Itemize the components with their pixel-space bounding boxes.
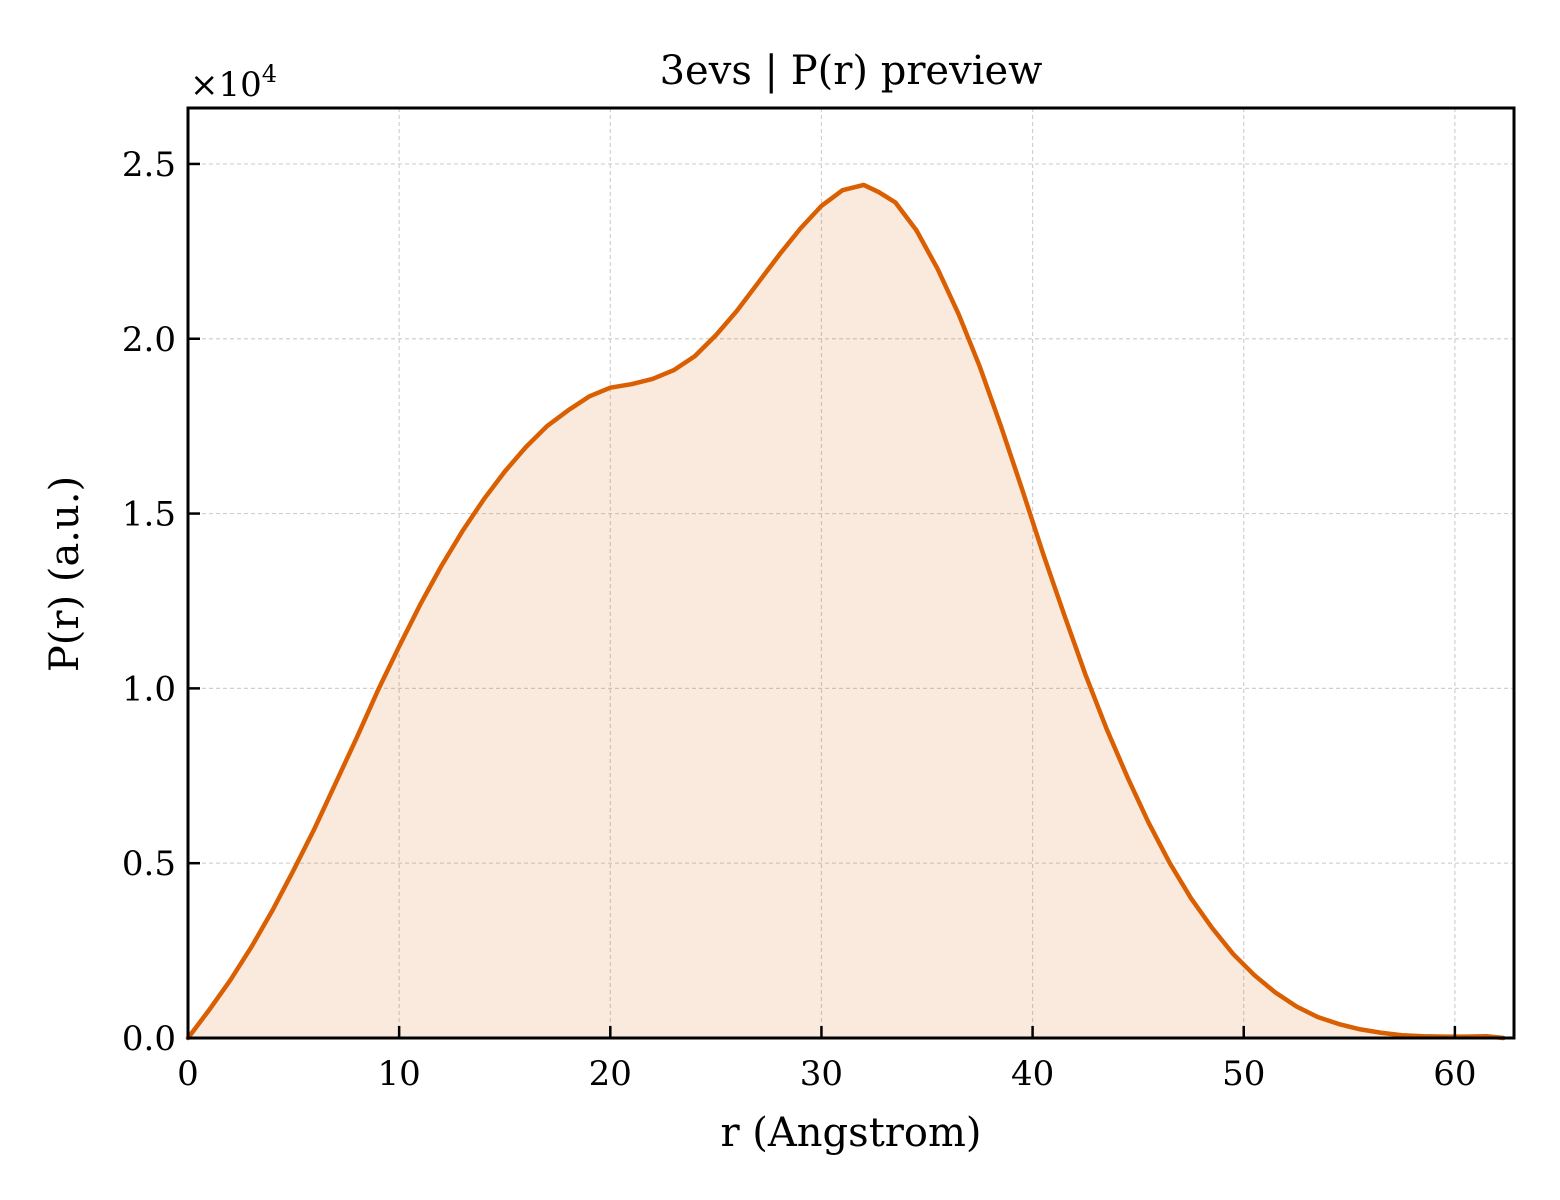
plot-frame xyxy=(186,106,1516,1040)
y-axis-label: P(r) (a.u.) xyxy=(42,476,88,672)
x-tick-label: 10 xyxy=(378,1054,421,1094)
y-tick-label: 0.0 xyxy=(122,1019,176,1059)
y-scale-exponent: 4 xyxy=(262,60,277,88)
x-tick-label: 30 xyxy=(800,1054,843,1094)
ticks: 0 10 20 30 40 50 60 0.0 0.5 1.0 1.5 2.0 2.5 xyxy=(122,145,1477,1094)
x-tick-label: 20 xyxy=(589,1054,632,1094)
x-tick-label: 50 xyxy=(1222,1054,1265,1094)
y-tick-label: 0.5 xyxy=(122,844,176,884)
area-fill xyxy=(188,184,1504,1039)
y-tick-label: 1.0 xyxy=(122,669,176,709)
grid xyxy=(188,108,1514,1038)
y-tick-label: 1.5 xyxy=(122,495,176,535)
x-tick-label: 40 xyxy=(1011,1054,1054,1094)
x-tick-label: 0 xyxy=(177,1054,199,1094)
x-axis-label: r (Angstrom) xyxy=(720,1110,981,1156)
chart-title: 3evs | P(r) preview xyxy=(660,48,1043,94)
y-tick-label: 2.5 xyxy=(122,145,176,185)
y-scale-base: ×10 xyxy=(190,65,262,105)
data-line xyxy=(185,182,1506,1041)
y-tick-label: 2.0 xyxy=(122,320,176,360)
y-scale-multiplier: ×104 xyxy=(190,60,277,105)
x-tick-label: 60 xyxy=(1433,1054,1476,1094)
